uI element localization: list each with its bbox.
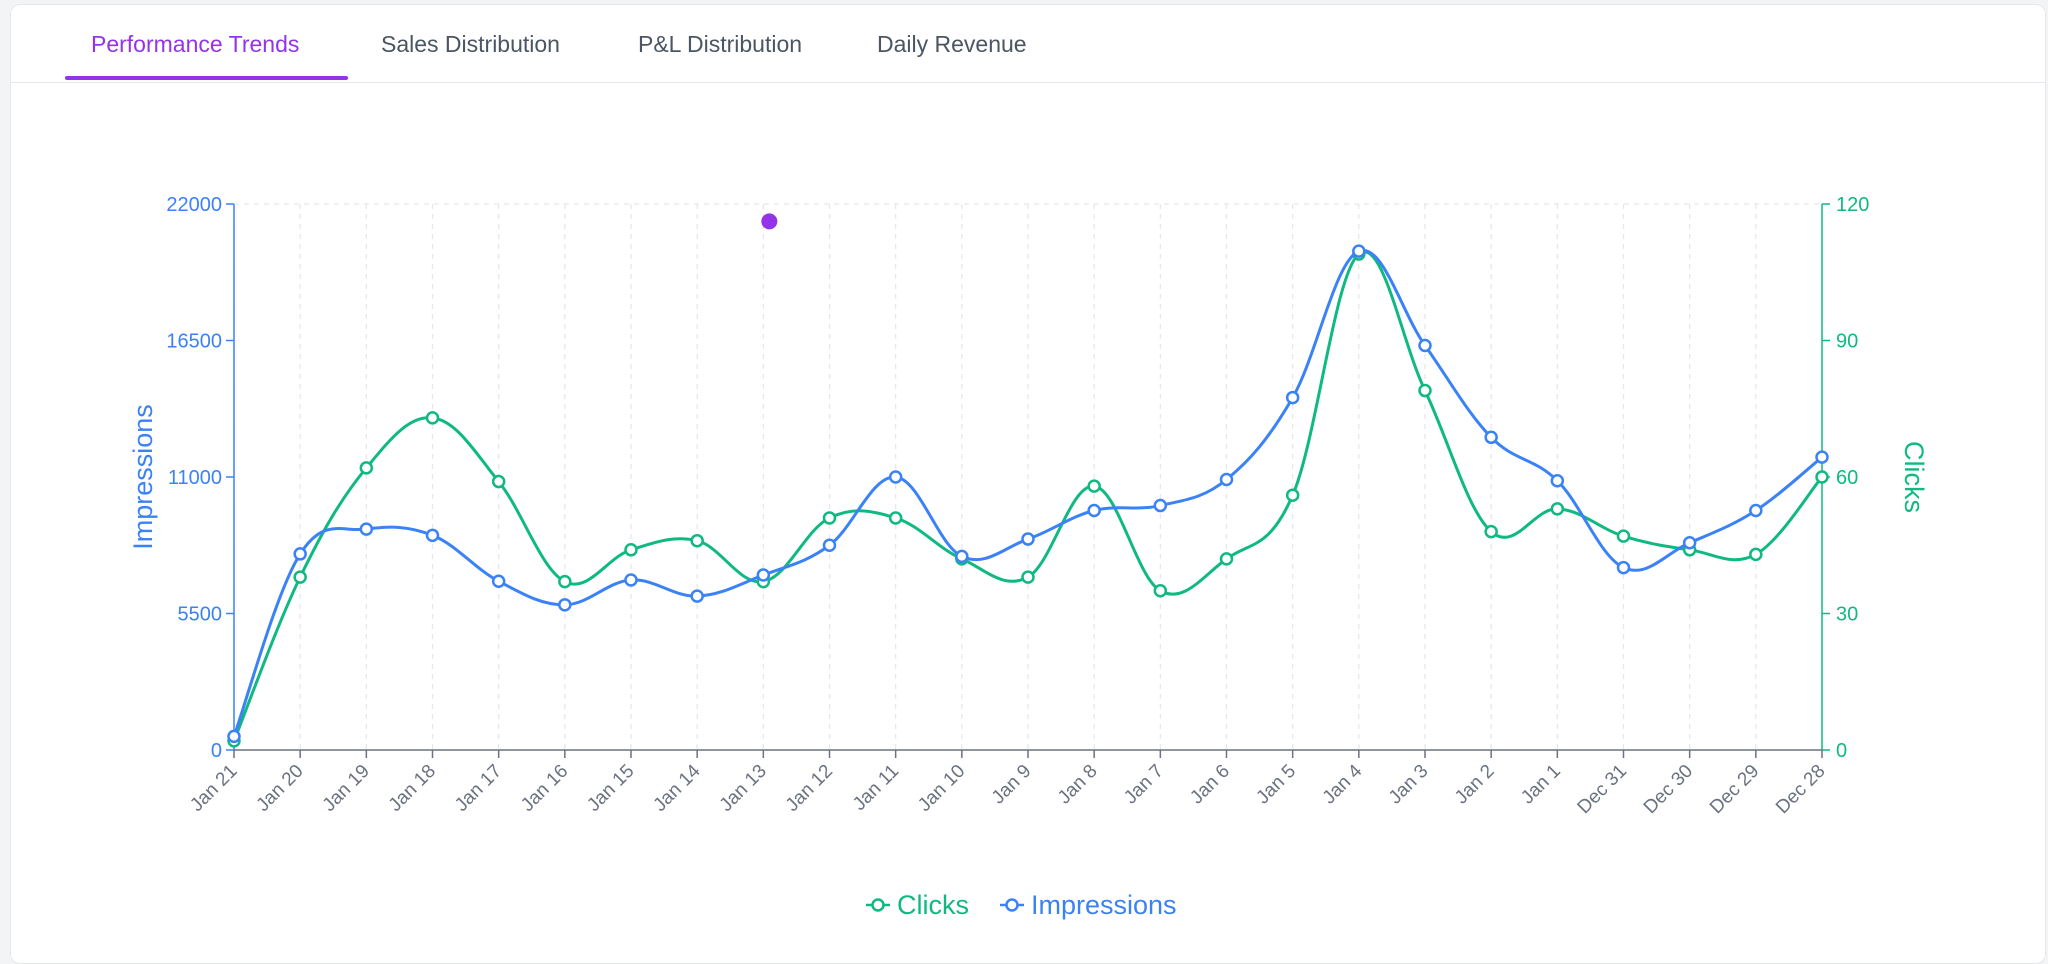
clicks-data-point (1815, 470, 1829, 484)
clicks-data-point (1484, 524, 1498, 539)
x-tick-label: Jan 17 (451, 761, 506, 816)
y-left-tick-label: 16500 (166, 331, 222, 353)
x-tick-label: Jan 12 (782, 761, 837, 816)
impressions-data-point (1815, 450, 1829, 464)
x-tick-label: Jan 8 (1054, 761, 1102, 809)
legend-label-clicks: Clicks (897, 890, 969, 920)
impressions-series-line (232, 248, 1823, 737)
x-tick-label: Jan 5 (1252, 761, 1300, 809)
x-tick-label: Jan 18 (385, 761, 440, 816)
tab-bar: Performance Trends Sales Distribution P&… (11, 5, 2045, 83)
legend-label-impressions: Impressions (1031, 890, 1177, 920)
impressions-data-point (888, 470, 903, 484)
clicks-data-point (1219, 552, 1234, 566)
y-left-tick-label: 22000 (166, 194, 222, 216)
y-right-axis-title: Clicks (1899, 441, 1929, 513)
tab-sales-distribution[interactable]: Sales Distribution (381, 31, 560, 57)
impressions-data-point (624, 573, 638, 587)
impressions-data-point (491, 574, 506, 588)
tab-performance-trends[interactable]: Performance Trends (91, 31, 300, 57)
highlight-marker (761, 213, 778, 230)
x-tick-label: Jan 3 (1385, 761, 1433, 809)
clicks-data-point (1087, 479, 1101, 493)
clicks-data-point (624, 543, 638, 557)
clicks-data-point (359, 461, 374, 475)
legend-item-impressions[interactable]: Impressions (1000, 890, 1177, 920)
impressions-data-point (1550, 473, 1565, 488)
clicks-data-point (888, 511, 903, 525)
clicks-data-point (425, 411, 440, 425)
clicks-data-point (293, 570, 307, 584)
clicks-series-line (232, 250, 1824, 742)
y-right-tick-label: 120 (1836, 194, 1869, 216)
clicks-data-point (690, 533, 704, 548)
tab-pl-distribution[interactable]: P&L Distribution (638, 31, 803, 57)
x-tick-label: Jan 21 (186, 761, 241, 816)
clicks-data-point (822, 511, 837, 525)
x-tick-label: Jan 9 (988, 761, 1036, 809)
legend-swatch-dot-impressions (1005, 898, 1019, 912)
impressions-data-point (1682, 536, 1697, 550)
x-tick-label: Jan 6 (1186, 761, 1234, 809)
impressions-data-point (1352, 244, 1366, 258)
legend-item-clicks[interactable]: Clicks (866, 890, 969, 920)
impressions-data-point (1021, 532, 1035, 546)
impressions-data-point (1285, 390, 1300, 405)
x-tick-label: Jan 15 (583, 761, 638, 816)
y-right-tick-label: 90 (1836, 331, 1858, 353)
impressions-data-point (690, 589, 704, 603)
y-left-tick-label: 11000 (168, 467, 222, 489)
y-left-axis-title: Impressions (128, 404, 158, 550)
impressions-data-point (955, 549, 969, 564)
clicks-data-point (1749, 547, 1763, 562)
x-tick-label: Dec 30 (1640, 761, 1697, 818)
x-tick-label: Jan 1 (1517, 761, 1565, 809)
x-tick-label: Jan 14 (650, 760, 705, 815)
impressions-data-point (1087, 503, 1101, 518)
x-tick-label: Jan 11 (849, 761, 903, 815)
impressions-data-point (1749, 503, 1763, 518)
impressions-data-point (293, 547, 307, 561)
clicks-data-point (1153, 584, 1168, 598)
x-tick-label: Jan 13 (716, 761, 771, 816)
clicks-data-point (1616, 529, 1631, 543)
impressions-data-point (425, 528, 440, 543)
y-right-tick-label: 30 (1836, 604, 1858, 626)
impressions-data-point (227, 729, 241, 744)
x-tick-label: Dec 29 (1706, 761, 1763, 818)
x-tick-label: Dec 28 (1772, 761, 1829, 818)
impressions-data-point (1153, 498, 1168, 513)
y-left-tick-label: 0 (211, 740, 222, 762)
clicks-data-point (1418, 383, 1432, 398)
x-tick-label: Jan 10 (914, 761, 969, 816)
clicks-data-point (1285, 488, 1300, 502)
y-right-tick-label: 0 (1836, 740, 1847, 762)
impressions-data-point (822, 538, 837, 552)
clicks-data-point (1550, 502, 1565, 516)
x-tick-label: Jan 16 (517, 761, 572, 816)
impressions-data-point (1484, 430, 1498, 445)
y-left-tick-label: 5500 (178, 604, 223, 626)
tab-daily-revenue[interactable]: Daily Revenue (877, 31, 1027, 57)
clicks-data-point (558, 574, 572, 589)
x-tick-label: Jan 7 (1120, 761, 1168, 809)
impressions-data-point (558, 598, 572, 612)
impressions-data-point (1418, 338, 1432, 353)
clicks-data-point (491, 474, 506, 489)
x-tick-label: Dec 31 (1574, 761, 1631, 818)
x-tick-label: Jan 2 (1451, 761, 1499, 809)
clicks-data-point (1021, 570, 1035, 584)
impressions-data-point (359, 522, 374, 536)
x-tick-label: Jan 19 (319, 761, 374, 816)
y-right-tick-label: 60 (1836, 467, 1858, 489)
impressions-data-point (1616, 560, 1631, 575)
legend-swatch-dot-clicks (871, 898, 885, 912)
impressions-data-point (1219, 472, 1234, 487)
x-tick-label: Jan 20 (253, 761, 308, 816)
x-tick-label: Jan 4 (1319, 760, 1367, 808)
impressions-data-point (756, 568, 771, 582)
active-tab-indicator (65, 76, 348, 80)
